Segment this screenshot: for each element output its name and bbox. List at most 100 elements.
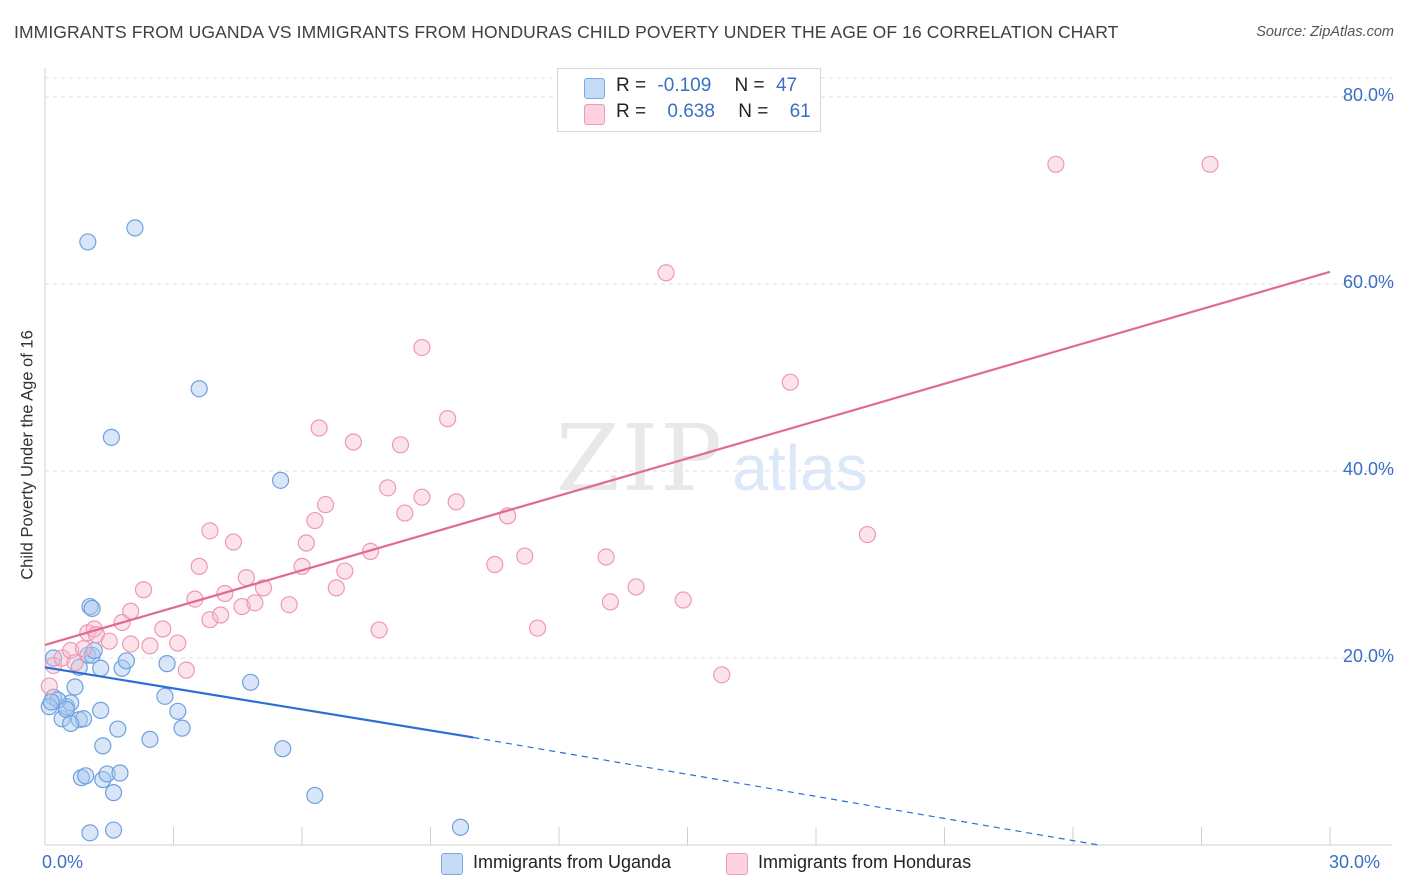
point-uganda [74,710,93,728]
correlation-legend: R = -0.109 N = 47 R = 0.638 N = 61 [557,68,821,132]
point-honduras [486,555,504,574]
legend-r-value: 0.638 [667,101,715,122]
point-uganda [42,693,61,711]
point-honduras [134,581,153,599]
point-uganda [117,652,135,670]
point-uganda [92,659,110,677]
point-uganda [306,786,324,805]
point-honduras [306,511,324,530]
legend-n-value: 47 [775,75,798,96]
watermark-atlas: atlas [732,432,867,504]
point-honduras [657,264,675,282]
point-uganda [111,764,129,782]
point-uganda [77,767,95,785]
watermark: ZIP atlas [556,405,868,512]
point-honduras [246,594,264,612]
y-tick-label: 80.0% [1342,85,1394,105]
point-honduras [713,666,731,684]
chart-title: IMMIGRANTS FROM UGANDA VS IMMIGRANTS FRO… [14,22,1119,42]
point-honduras [396,504,414,522]
point-honduras [344,433,362,451]
point-honduras [74,640,93,658]
trend-line-uganda [44,666,474,739]
point-honduras [297,534,315,552]
trend-lines [44,270,1331,846]
point-honduras [141,637,159,655]
series-legend: Immigrants from Uganda Immigrants from H… [0,852,1406,878]
point-honduras [327,579,345,597]
point-honduras [201,522,219,540]
trend-line-uganda-extension [473,736,1099,846]
point-honduras [391,436,410,454]
point-honduras [122,635,140,653]
point-uganda [242,673,260,691]
point-honduras [370,621,388,639]
point-uganda [104,784,123,802]
point-uganda [94,737,112,755]
x-tick-label: 30.0% [1329,852,1381,872]
axes [44,68,1392,846]
point-uganda [79,233,97,251]
point-uganda [62,714,80,733]
point-honduras [1201,155,1219,173]
point-honduras [627,578,645,596]
point-honduras [40,677,58,695]
point-uganda [156,687,174,705]
legend-swatch-honduras [726,853,748,875]
x-tick-label: 0.0% [42,852,84,872]
point-honduras [597,548,615,566]
point-uganda [92,701,110,719]
point-honduras [254,579,273,597]
point-honduras [169,634,187,652]
point-honduras [858,525,877,544]
legend-label-honduras: Immigrants from Honduras [758,852,972,872]
point-uganda [141,730,159,748]
point-honduras [66,654,84,672]
point-honduras [336,562,354,580]
legend-n-value: 61 [789,101,811,122]
point-honduras [224,533,243,551]
point-uganda [173,719,191,737]
point-honduras [212,606,230,624]
point-uganda [126,219,144,237]
point-honduras [201,611,219,629]
point-uganda [274,740,292,758]
point-uganda [190,380,208,398]
point-honduras [233,597,251,616]
point-uganda [271,471,290,489]
y-tick-label: 60.0% [1342,272,1394,292]
point-honduras [781,373,799,391]
point-uganda [169,702,187,720]
point-honduras [674,591,692,609]
legend-r-value: -0.109 [657,75,712,96]
y-tick-label: 20.0% [1342,646,1394,666]
legend-n-label: N = [734,75,765,96]
series-uganda [40,219,470,842]
point-uganda [109,720,127,738]
point-honduras [310,419,328,437]
legend-r-label: R = [616,101,647,122]
point-honduras [237,568,255,587]
y-tick-label: 40.0% [1342,459,1394,479]
trend-line-honduras [44,270,1331,646]
legend-swatch-uganda [584,78,605,99]
point-honduras [528,619,547,637]
legend-label-uganda: Immigrants from Uganda [473,852,672,872]
point-uganda [104,821,123,839]
point-honduras [1047,155,1065,173]
source-credit: Source: ZipAtlas.com [1256,24,1394,40]
point-honduras [516,547,534,565]
point-honduras [177,661,195,679]
series-honduras [40,155,1219,695]
point-honduras [447,493,465,511]
point-uganda [158,655,176,673]
legend-swatch-uganda [441,853,463,875]
point-honduras [154,620,172,638]
point-honduras [413,338,431,357]
point-uganda [81,824,99,842]
legend-n-label: N = [738,101,769,122]
point-uganda [98,765,116,783]
point-honduras [316,496,335,514]
point-uganda [49,691,67,709]
